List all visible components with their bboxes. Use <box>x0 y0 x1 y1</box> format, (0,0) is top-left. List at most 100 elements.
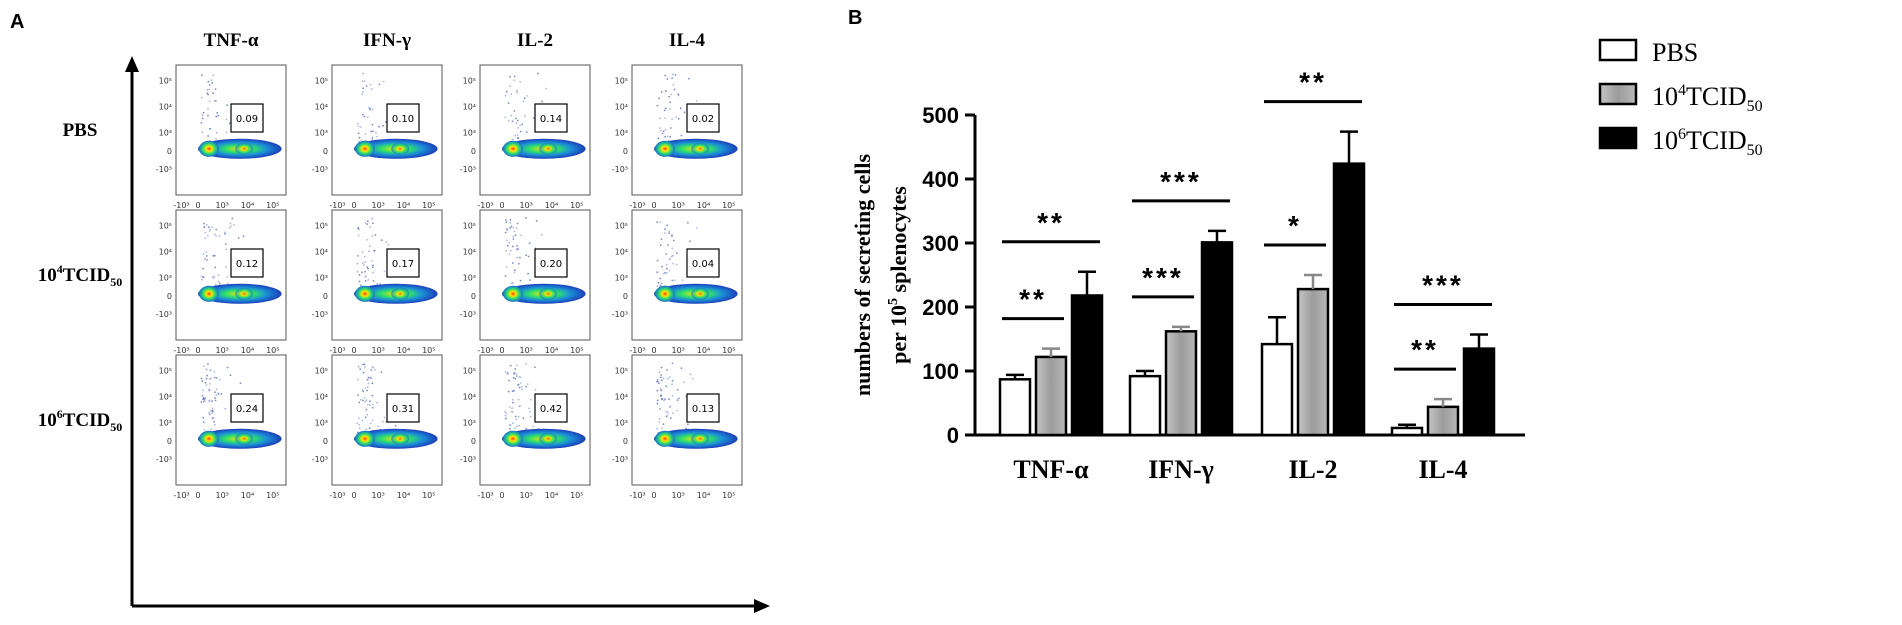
flow-event-dot <box>663 400 665 402</box>
flow-x-tick: 10⁵ <box>422 346 435 355</box>
flow-x-tick: 10⁴ <box>697 201 710 210</box>
flow-event-dot <box>365 416 367 418</box>
flow-event-dot <box>211 82 213 84</box>
flow-event-dot <box>666 225 668 227</box>
flow-y-tick: 10⁴ <box>159 393 172 402</box>
flow-event-dot <box>517 137 519 139</box>
flow-event-dot <box>670 94 672 96</box>
flow-y-tick: 10⁵ <box>463 222 476 231</box>
flow-event-dot <box>207 235 209 237</box>
flow-event-dot <box>671 236 673 238</box>
flow-event-dot <box>207 115 209 117</box>
flow-event-dot <box>204 429 206 431</box>
flow-y-tick: 10⁵ <box>463 77 476 86</box>
flow-event-dot <box>675 74 677 76</box>
flow-event-dot <box>661 238 663 240</box>
flow-event-dot <box>371 369 373 371</box>
flow-event-dot <box>201 380 203 382</box>
y-axis-title-post: splenocytes <box>886 186 911 298</box>
flow-density-core-2 <box>391 288 409 300</box>
flow-event-dot <box>368 383 370 385</box>
flow-event-dot <box>360 126 362 128</box>
flow-event-dot <box>660 244 662 246</box>
flow-event-dot <box>209 414 211 416</box>
flow-event-dot <box>216 132 218 134</box>
flow-event-dot <box>524 115 526 117</box>
flow-event-dot <box>696 227 698 229</box>
flow-event-dot <box>215 284 217 286</box>
flow-event-dot <box>203 226 205 228</box>
flow-event-dot <box>210 428 212 430</box>
flow-event-dot <box>381 371 383 373</box>
flow-event-dot <box>671 234 673 236</box>
flow-event-dot <box>367 116 369 118</box>
flow-event-dot <box>203 112 205 114</box>
flow-event-dot <box>514 231 516 233</box>
x-category-label: IL-4 <box>1418 455 1467 484</box>
flow-event-dot <box>659 371 661 373</box>
flow-event-dot <box>661 91 663 93</box>
flow-event-dot <box>518 384 520 386</box>
flow-event-dot <box>208 390 210 392</box>
flow-event-dot <box>209 230 211 232</box>
flow-event-dot <box>215 235 217 237</box>
flow-event-dot <box>214 377 216 379</box>
flow-event-dot <box>520 377 522 379</box>
flow-y-tick: 0 <box>623 147 628 156</box>
flow-event-dot <box>371 235 373 237</box>
significance-label: ** <box>1411 334 1439 365</box>
bar <box>1202 242 1232 435</box>
flow-event-dot <box>512 390 514 392</box>
flow-y-tick: 10⁴ <box>159 103 172 112</box>
flow-event-dot <box>364 397 366 399</box>
flow-event-dot <box>214 267 216 269</box>
flow-event-dot <box>369 108 371 110</box>
flow-event-dot <box>395 425 397 427</box>
flow-x-tick: 10³ <box>372 201 385 210</box>
flow-event-dot <box>509 85 511 87</box>
flow-event-dot <box>662 133 664 135</box>
flow-event-dot <box>359 281 361 283</box>
flow-event-dot <box>508 380 510 382</box>
flow-event-dot <box>381 239 383 241</box>
flow-y-tick: 0 <box>167 437 172 446</box>
flow-density-core <box>199 141 219 157</box>
flow-event-dot <box>206 375 208 377</box>
legend-label: PBS <box>1652 38 1698 67</box>
flow-y-tick: 10⁵ <box>159 367 172 376</box>
flow-event-dot <box>382 421 384 423</box>
flow-y-tick: 10⁴ <box>615 103 628 112</box>
flow-x-tick: 10⁵ <box>722 346 735 355</box>
flow-event-dot <box>211 412 213 414</box>
flow-density-core-2 <box>235 288 253 300</box>
flow-event-dot <box>510 93 512 95</box>
flow-gate-value: 0.10 <box>392 114 414 125</box>
flow-y-tick: -10³ <box>156 165 172 174</box>
flow-y-tick: 10³ <box>463 274 476 283</box>
y-axis-title-pre: per 10 <box>886 305 911 364</box>
flow-event-dot <box>541 101 543 103</box>
flow-event-dot <box>370 131 372 133</box>
flow-x-tick: 10³ <box>672 201 685 210</box>
flow-event-dot <box>218 281 220 283</box>
flow-y-tick: 10³ <box>615 419 628 428</box>
flow-x-tick: -10³ <box>629 346 645 355</box>
flow-event-dot <box>541 234 543 236</box>
flow-event-dot <box>505 412 507 414</box>
flow-plot: 10⁵10⁴10³0-10³-10³ 0 10³ 10⁴ 10⁵0.10 <box>312 65 442 210</box>
flow-x-tick: -10³ <box>477 346 493 355</box>
flow-event-dot <box>659 127 661 129</box>
flow-event-dot <box>371 366 373 368</box>
flow-event-dot <box>516 227 518 229</box>
flow-event-dot <box>665 108 667 110</box>
flow-x-tick: 0 <box>351 201 356 210</box>
flow-event-dot <box>668 232 670 234</box>
legend-text: PBS <box>1652 38 1698 67</box>
flow-event-dot <box>657 390 659 392</box>
flow-event-dot <box>367 279 369 281</box>
bar <box>1036 357 1066 435</box>
flow-event-dot <box>672 412 674 414</box>
flow-event-dot <box>545 88 547 90</box>
bar <box>1298 289 1328 435</box>
flow-event-dot <box>362 80 364 82</box>
